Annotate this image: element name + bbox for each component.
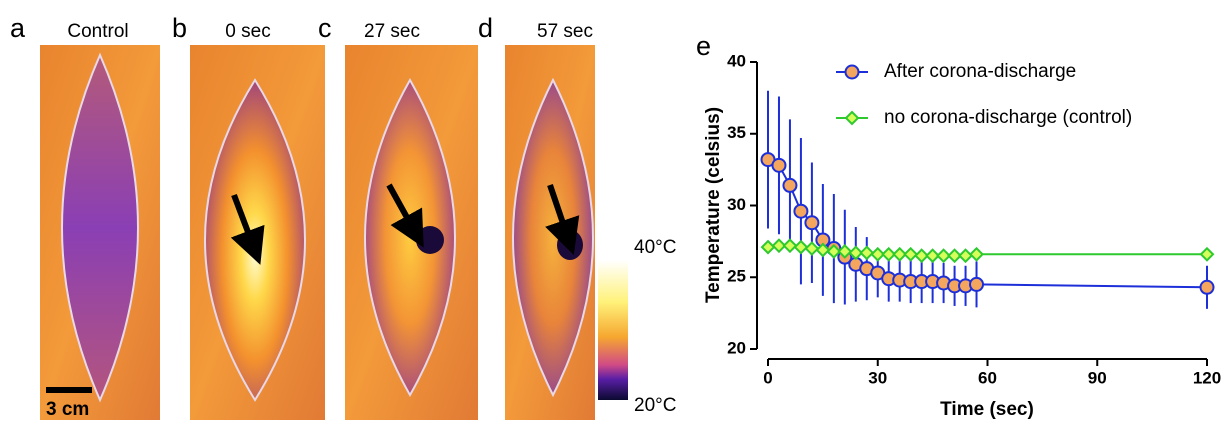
colorbar-min: 20°C (634, 395, 676, 416)
data-point (881, 246, 897, 262)
y-tick-label: 35 (727, 123, 746, 142)
data-point (837, 244, 853, 259)
arrow (545, 184, 580, 256)
panel-title: 27 sec (364, 21, 420, 42)
panel-letter: c (318, 13, 332, 43)
arrow (386, 183, 424, 248)
data-point (760, 239, 776, 255)
y-tick-label: 30 (727, 195, 746, 214)
data-point (771, 238, 787, 254)
panel-title: 0 sec (225, 21, 270, 42)
data-point (870, 246, 886, 262)
panel-letter: a (10, 13, 26, 43)
colorbar (598, 260, 628, 400)
data-point (804, 215, 820, 231)
x-tick-label: 60 (978, 368, 997, 387)
data-point (958, 248, 973, 264)
legend-marker (844, 110, 860, 126)
arrow (230, 193, 265, 265)
data-point (969, 246, 984, 262)
legend-label: After corona-discharge (884, 61, 1076, 82)
scale-bar-label: 3 cm (46, 399, 89, 420)
data-point (859, 245, 875, 261)
data-point (903, 246, 919, 262)
panel-letter: b (172, 13, 187, 43)
y-tick-label: 40 (727, 51, 746, 70)
panel-letter: e (696, 31, 711, 61)
data-point (793, 239, 809, 255)
data-point (793, 203, 809, 219)
x-tick-label: 120 (1193, 368, 1221, 387)
panel-letter: d (478, 13, 493, 43)
cool-spot (557, 230, 583, 260)
data-point (815, 242, 831, 258)
data-point (969, 276, 985, 292)
thermal-images: 3 cm 40°C 20°C (40, 45, 676, 420)
leaf (61, 52, 139, 403)
y-tick-label: 25 (727, 267, 746, 286)
data-point (925, 248, 941, 264)
data-point (914, 248, 930, 264)
x-axis-label: Time (sec) (940, 399, 1034, 420)
data-point (782, 177, 798, 193)
y-tick-label: 20 (727, 338, 746, 357)
x-tick-label: 90 (1088, 368, 1107, 387)
x-tick-label: 30 (868, 368, 887, 387)
data-point (936, 248, 952, 264)
data-point (1199, 279, 1215, 295)
cool-spot (416, 226, 444, 254)
data-point (804, 241, 820, 256)
data-point (771, 157, 787, 173)
panel-title: 57 sec (537, 21, 593, 42)
panel-title: Control (67, 21, 128, 42)
y-axis-label: Temperature (celsius) (703, 107, 724, 303)
data-point (892, 246, 908, 262)
x-tick-label: 0 (763, 368, 772, 387)
data-point (826, 244, 842, 259)
legend-label: no corona-discharge (control) (884, 107, 1132, 128)
colorbar-max: 40°C (634, 237, 676, 258)
data-point (947, 248, 962, 264)
data-point (848, 245, 864, 261)
data-point (1199, 246, 1215, 262)
data-point (782, 238, 798, 254)
legend-marker (844, 64, 860, 80)
